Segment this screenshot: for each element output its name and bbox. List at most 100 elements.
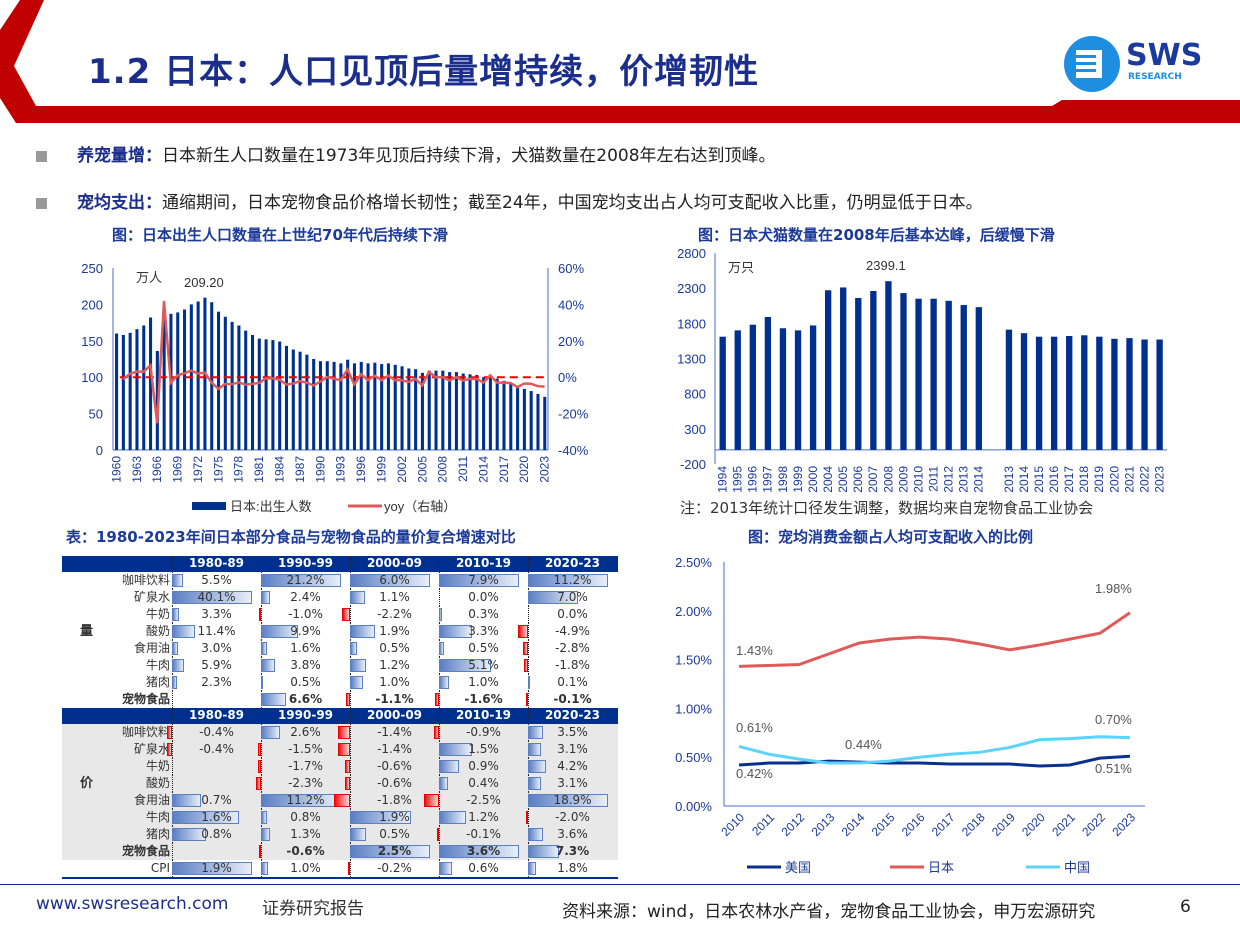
table-cell: 1.5% bbox=[439, 741, 528, 758]
data-bar bbox=[350, 845, 430, 858]
data-bar bbox=[334, 794, 350, 807]
x-tick-label: 1999 bbox=[374, 456, 388, 483]
pet-bar bbox=[840, 287, 847, 450]
x-tick-label: 2014 bbox=[972, 466, 986, 493]
column-header: 2000-09 bbox=[350, 708, 439, 722]
table-row: 宠物食品 6.6% -1.1% -1.6% -0.1% bbox=[62, 691, 618, 708]
data-bar bbox=[172, 659, 184, 672]
data-bar bbox=[172, 794, 202, 807]
table-cell: -2.2% bbox=[341, 606, 439, 623]
pet-bar bbox=[1111, 338, 1118, 450]
x-tick-label: 2005 bbox=[415, 456, 429, 483]
table-cell: 0.8% bbox=[261, 809, 350, 826]
footer-url[interactable]: www.swsresearch.com bbox=[36, 894, 229, 914]
table-cell: 0.7% bbox=[172, 792, 261, 809]
pet-bar bbox=[930, 298, 937, 450]
x-tick-label: 1993 bbox=[334, 456, 348, 483]
birth-bar bbox=[128, 332, 132, 450]
birth-bar bbox=[386, 363, 390, 450]
group-label: 量 bbox=[80, 624, 94, 639]
birth-bar bbox=[142, 325, 146, 450]
birth-bar bbox=[427, 370, 431, 450]
table-cell: -0.2% bbox=[348, 860, 439, 877]
x-tick-label: 1981 bbox=[252, 456, 266, 483]
pet-bar bbox=[1005, 329, 1013, 450]
x-tick-label: 1998 bbox=[776, 466, 790, 493]
y-tick-label: 1.00% bbox=[675, 701, 712, 716]
chart2-title: 图：日本犬猫数量在2008年后基本达峰，后缓慢下滑 bbox=[698, 226, 1055, 244]
y-right-tick-label: 60% bbox=[558, 261, 584, 276]
table-title: 表：1980-2023年间日本部分食品与宠物食品的量价复合增速对比 bbox=[66, 528, 516, 546]
table-cell: -1.4% bbox=[337, 741, 439, 758]
x-tick-label: 2020 bbox=[1107, 466, 1121, 493]
data-label: 0.61% bbox=[736, 720, 773, 735]
x-tick-label: 2009 bbox=[896, 466, 910, 493]
data-bar bbox=[528, 777, 542, 790]
x-tick-label: 1978 bbox=[232, 456, 246, 483]
row-label: 矿泉水 bbox=[133, 742, 170, 756]
table-cell: -1.5% bbox=[258, 741, 350, 758]
pet-spend-ratio-chart: 0.00%0.50%1.00%1.50%2.00%2.50%2010 2011 20… bbox=[675, 555, 1145, 875]
table-cell: 3.1% bbox=[528, 741, 617, 758]
table-cell: 4.2% bbox=[528, 758, 617, 775]
table-cell bbox=[172, 775, 261, 792]
x-tick-label: 2021 bbox=[1049, 810, 1078, 839]
data-bar bbox=[345, 693, 350, 706]
yoy-line bbox=[122, 300, 545, 424]
x-tick-label: 2018 bbox=[1077, 466, 1091, 493]
x-tick-label: 2008 bbox=[436, 456, 450, 483]
pet-bar bbox=[855, 298, 862, 450]
footer-divider bbox=[0, 884, 1240, 885]
pet-bar bbox=[1126, 338, 1133, 450]
x-tick-label: 2005 bbox=[836, 466, 850, 493]
row-label: 食用油 bbox=[133, 641, 170, 655]
table-cell: -0.6% bbox=[344, 758, 439, 775]
data-bar bbox=[528, 828, 544, 841]
data-bar bbox=[439, 845, 519, 858]
data-bar bbox=[172, 642, 178, 655]
table-cell: -0.6% bbox=[344, 775, 439, 792]
chart2-note: 注：2013年统计口径发生调整，数据均来自宠物食品工业协会 bbox=[680, 499, 1094, 517]
row-label: 宠物食品 bbox=[121, 692, 170, 706]
table-cell: 1.2% bbox=[439, 809, 528, 826]
legend-births-swatch bbox=[192, 502, 226, 510]
table-cell: -2.0% bbox=[525, 809, 617, 826]
birth-bar bbox=[522, 388, 526, 450]
table-cell bbox=[172, 758, 261, 775]
birth-bar bbox=[482, 377, 486, 450]
chart1-title: 图：日本出生人口数量在上世纪70年代后持续下滑 bbox=[112, 226, 448, 244]
table-row: 牛肉 5.9% 3.8% 1.2% 5.1% -1.8% bbox=[62, 657, 618, 674]
sws-logo bbox=[1062, 34, 1122, 94]
logo-text: SWS bbox=[1126, 38, 1203, 73]
birth-bar bbox=[536, 393, 540, 450]
pet-bar bbox=[764, 317, 772, 450]
table-cell: 1.6% bbox=[261, 640, 350, 657]
row-label: 牛奶 bbox=[145, 607, 170, 621]
birth-bar bbox=[393, 364, 397, 450]
table-cell: 3.6% bbox=[439, 843, 528, 860]
x-tick-label: 2020 bbox=[1019, 810, 1048, 839]
data-bar bbox=[437, 828, 439, 841]
row-label: 宠物食品 bbox=[121, 844, 170, 858]
table-cell: 7.0% bbox=[528, 589, 617, 606]
y-tick-label: 0 bbox=[96, 443, 103, 458]
table-cell: -1.8% bbox=[334, 792, 439, 809]
x-tick-label: 2000 bbox=[806, 466, 820, 493]
birth-bar bbox=[312, 359, 316, 450]
table-row: 矿泉水 40.1% 2.4% 1.1% 0.0% 7.0% bbox=[62, 589, 618, 606]
group-label: 价 bbox=[80, 776, 94, 791]
y-tick-label: -200 bbox=[680, 457, 706, 472]
table-cell: -1.6% bbox=[434, 691, 528, 708]
data-bar bbox=[172, 828, 206, 841]
data-label: 1.43% bbox=[736, 643, 773, 658]
table-cell: 11.2% bbox=[528, 572, 617, 589]
birth-bar bbox=[332, 361, 336, 450]
x-tick-label: 1960 bbox=[109, 456, 123, 483]
x-tick-label: 2017 bbox=[929, 810, 958, 839]
table-cell: 0.5% bbox=[439, 640, 528, 657]
table-cell: -1.0% bbox=[259, 606, 350, 623]
data-bar bbox=[167, 743, 172, 756]
birth-bar bbox=[162, 309, 166, 450]
legend-label: 美国 bbox=[785, 860, 811, 875]
line-us bbox=[738, 754, 1131, 768]
